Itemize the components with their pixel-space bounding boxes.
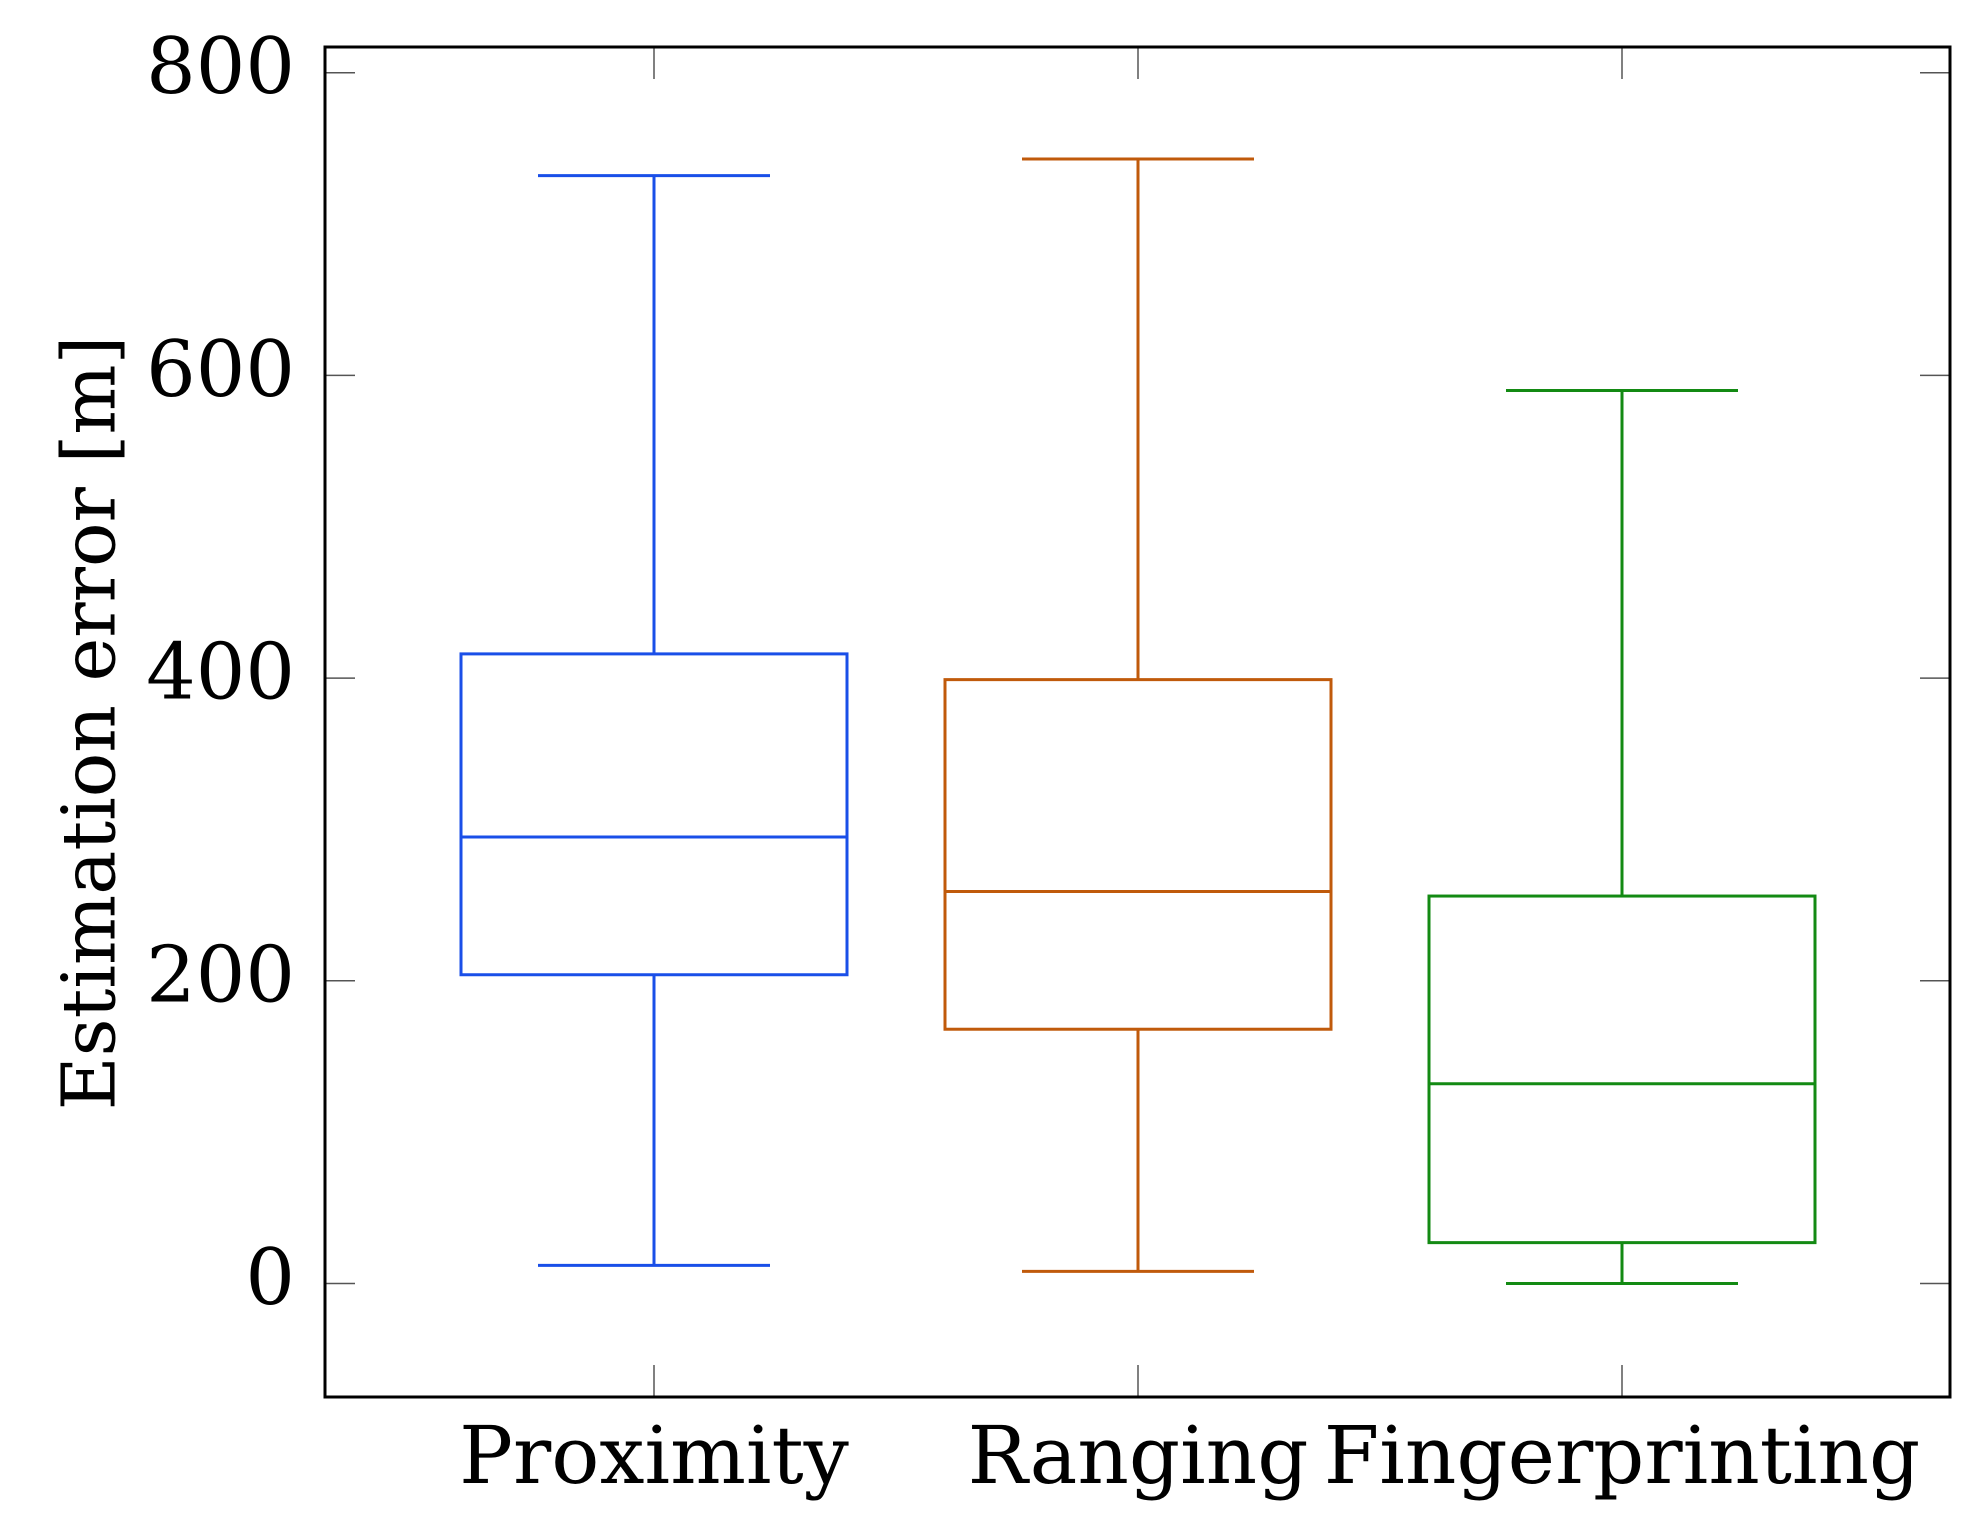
box-iqr (1427, 894, 1817, 1245)
y-tick-label: 200 (146, 930, 295, 1020)
y-tick-label: 400 (146, 628, 295, 718)
x-category-labels: Proximity Ranging Fingerprinting (459, 1409, 1920, 1502)
y-tick-labels: 0 200 400 600 800 (146, 22, 295, 1323)
box-proximity (459, 174, 849, 1267)
axis-ticks (325, 47, 1950, 1397)
box-iqr (943, 678, 1333, 1031)
y-tick-label: 0 (245, 1233, 295, 1323)
box-fingerprinting (1427, 389, 1817, 1285)
y-tick-label: 600 (146, 325, 295, 415)
y-tick-label: 800 (146, 22, 295, 112)
box-iqr (459, 652, 849, 977)
x-category-label: Proximity (459, 1409, 849, 1502)
x-category-label: Ranging (968, 1409, 1309, 1502)
box-series (459, 157, 1817, 1285)
y-axis-title: Estimation error [m] (46, 336, 132, 1111)
x-category-label: Fingerprinting (1324, 1409, 1920, 1502)
plot-frame (323, 45, 1952, 1399)
box-ranging (943, 157, 1333, 1273)
